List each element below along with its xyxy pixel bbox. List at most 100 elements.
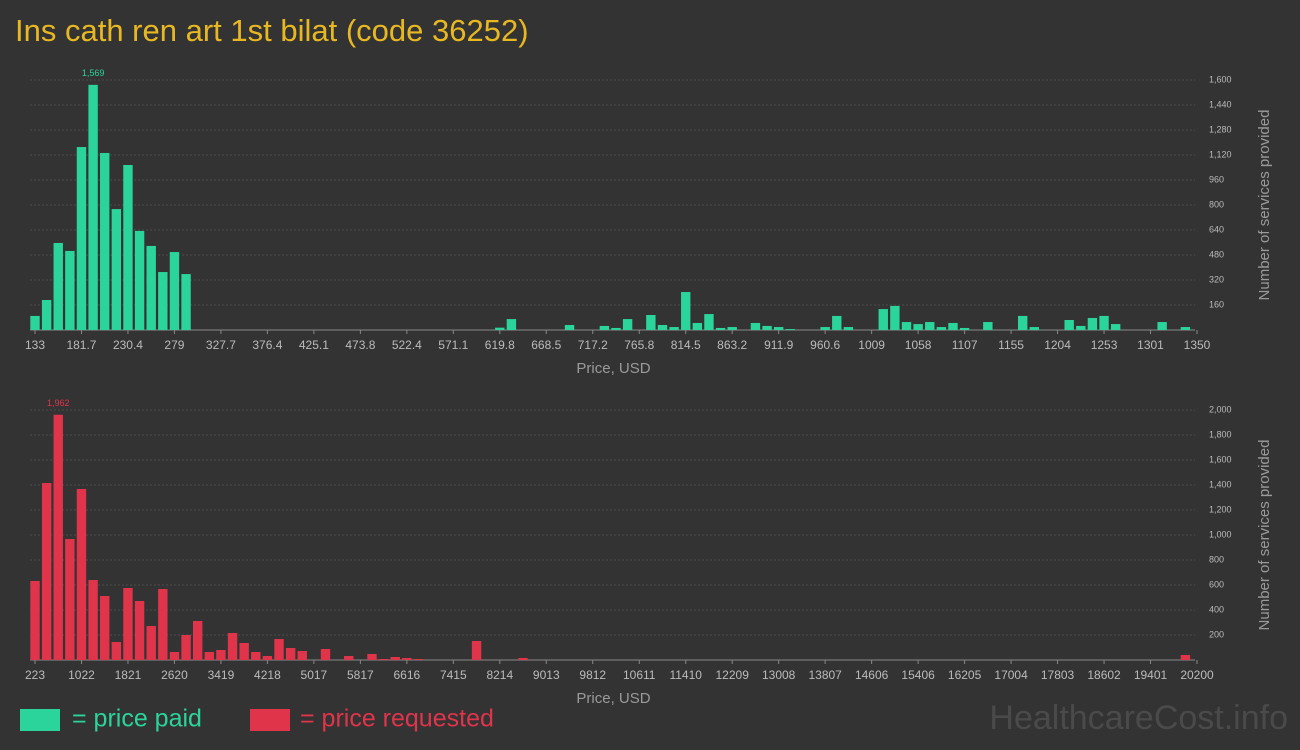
bar [53, 242, 63, 330]
x-tick-label: 9013 [533, 668, 560, 682]
bar [1180, 655, 1191, 660]
y-tick-label: 480 [1209, 249, 1224, 259]
y-axis-title: Number of services provided [1256, 440, 1273, 631]
x-tick-label: 20200 [1180, 668, 1214, 682]
bar [820, 327, 830, 330]
bar [402, 658, 412, 660]
x-tick-label: 133 [25, 338, 45, 352]
bar [762, 325, 772, 330]
bar [53, 414, 63, 660]
x-tick-label: 522.4 [392, 338, 422, 352]
x-tick-label: 181.7 [66, 338, 96, 352]
page-title: Ins cath ren art 1st bilat (code 36252) [15, 13, 529, 48]
bar [646, 315, 656, 330]
bar [344, 656, 354, 660]
bar [1099, 315, 1109, 330]
bar [158, 272, 168, 330]
y-tick-label: 800 [1209, 199, 1224, 209]
bar [413, 659, 424, 660]
x-tick-label: 19401 [1134, 668, 1168, 682]
x-tick-label: 1022 [68, 668, 95, 682]
bar [100, 596, 110, 660]
bar [169, 652, 180, 660]
y-tick-label: 320 [1209, 274, 1224, 284]
bar [378, 659, 389, 660]
x-tick-label: 1253 [1091, 338, 1118, 352]
bar [948, 322, 958, 330]
bar [251, 652, 261, 660]
bar [65, 250, 75, 330]
value-label: 1,962 [47, 398, 70, 408]
x-tick-label: 960.6 [810, 338, 840, 352]
bar [681, 292, 691, 330]
bar [181, 635, 191, 660]
x-tick-label: 13008 [762, 668, 796, 682]
legend-label: = price paid [72, 705, 202, 733]
bar [832, 315, 842, 330]
legend-swatch [20, 709, 60, 731]
x-tick-label: 8214 [486, 668, 513, 682]
y-axis-title: Number of services provided [1256, 110, 1273, 301]
x-tick-label: 1155 [998, 338, 1024, 352]
bar [750, 322, 761, 330]
bar [564, 325, 575, 330]
bar [936, 327, 947, 330]
x-tick-label: 4218 [254, 668, 281, 682]
bar [1018, 315, 1028, 330]
bar [959, 327, 970, 330]
bar [657, 325, 668, 330]
bar [367, 654, 377, 660]
x-tick-label: 425.1 [299, 338, 329, 352]
y-tick-label: 1,400 [1209, 479, 1232, 489]
x-axis-title: Price, USD [576, 360, 650, 377]
bar [111, 642, 122, 660]
y-tick-label: 1,000 [1209, 529, 1232, 539]
bar [471, 641, 482, 660]
x-axis-title: Price, USD [576, 690, 650, 707]
bar [1110, 324, 1121, 330]
x-tick-label: 1009 [858, 338, 885, 352]
bar [495, 327, 505, 330]
x-tick-label: 814.5 [671, 338, 701, 352]
bar [773, 327, 784, 330]
y-tick-label: 1,200 [1209, 504, 1232, 514]
y-tick-label: 1,280 [1209, 124, 1232, 134]
bar [506, 319, 517, 330]
bar [76, 489, 87, 660]
bar [901, 322, 912, 330]
bar [239, 643, 249, 660]
bar [727, 327, 737, 330]
x-tick-label: 9812 [579, 668, 606, 682]
bar [611, 327, 621, 330]
bar [843, 327, 854, 330]
bar [1157, 322, 1167, 330]
bar [669, 327, 679, 330]
bar [262, 656, 273, 660]
bar [1087, 317, 1098, 330]
x-tick-label: 1350 [1184, 338, 1211, 352]
bar [146, 626, 156, 660]
y-tick-label: 1,800 [1209, 429, 1232, 439]
x-tick-label: 10611 [623, 668, 656, 682]
bar [878, 309, 888, 330]
bar [704, 314, 714, 330]
value-label: 1,569 [82, 68, 105, 78]
x-tick-label: 571.1 [438, 338, 468, 352]
bar [227, 633, 238, 660]
x-tick-label: 1821 [115, 668, 142, 682]
x-tick-label: 863.2 [717, 338, 747, 352]
x-tick-label: 11410 [669, 668, 702, 682]
legend-label: = price requested [300, 705, 494, 733]
y-tick-label: 2,000 [1209, 404, 1232, 414]
x-tick-label: 15406 [901, 668, 935, 682]
x-tick-label: 13807 [808, 668, 842, 682]
bar [88, 580, 98, 660]
bar [30, 581, 40, 660]
x-tick-label: 1107 [952, 338, 978, 352]
bar [890, 305, 900, 330]
x-tick-label: 14606 [855, 668, 889, 682]
y-tick-label: 200 [1209, 629, 1224, 639]
bar [123, 588, 133, 660]
y-tick-label: 640 [1209, 224, 1224, 234]
y-tick-label: 960 [1209, 174, 1224, 184]
